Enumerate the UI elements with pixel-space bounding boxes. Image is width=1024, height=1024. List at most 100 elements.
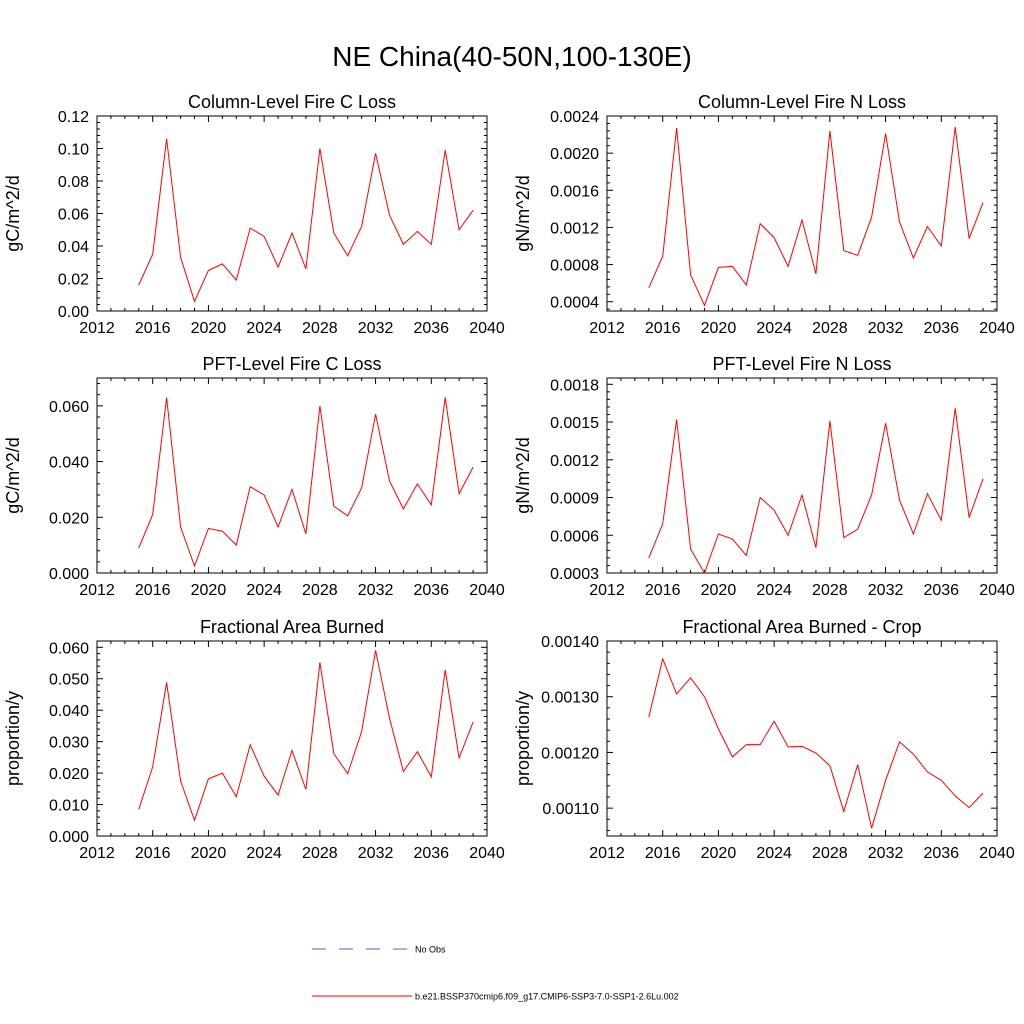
y-tick-label: 0.0012 [550,453,599,470]
x-tick-label: 2012 [589,845,625,862]
y-tick-label: 0.000 [49,829,89,846]
y-tick-label: 0.040 [49,703,89,720]
x-tick-label: 2028 [302,845,338,862]
chart-panel-5: Fractional Area Burned proportion/y 2012 20… [3,617,505,862]
x-tick-label: 2028 [302,582,338,599]
y-tick-label: 0.0009 [550,491,599,508]
y-tick-label: 0.020 [49,766,89,783]
plot-frame [96,115,488,312]
y-axis-label: proportion/y [513,691,533,786]
x-tick-label: 2036 [413,582,449,599]
y-tick-label: 0.030 [49,735,89,752]
chart-panel-3: PFT-Level Fire C Loss gC/m^2/d 2012 2016 202… [3,354,505,599]
y-tick-label: 0.00 [58,304,89,321]
y-tick-label: 0.00120 [541,745,599,762]
legend-label-no-obs: No Obs [415,945,446,955]
x-tick-label: 2024 [756,320,792,337]
x-tick-label: 2028 [812,582,848,599]
legend-label-model-run: b.e21.BSSP370cmip6.f09_g17.CMIP6-SSP3-7.… [415,992,679,1002]
y-tick-label: 0.00140 [541,634,599,651]
x-tick-label: 2020 [701,845,737,862]
x-tick-label: 2024 [756,845,792,862]
x-tick-label: 2032 [868,320,904,337]
x-tick-label: 2036 [923,845,959,862]
chart-panels: Column-Level Fire C Loss gC/m^2/d 2012 2016… [3,92,1015,862]
x-tick-label: 2024 [246,320,282,337]
y-tick-label: 0.0018 [550,377,599,394]
series-line [138,138,474,303]
x-tick-label: 2016 [135,582,171,599]
x-tick-label: 2040 [979,845,1015,862]
y-tick-label: 0.0020 [550,146,599,163]
y-tick-label: 0.12 [58,109,89,126]
panel-title: PFT-Level Fire N Loss [712,354,891,374]
y-axis-label: gN/m^2/d [513,175,533,251]
y-tick-label: 0.0004 [550,295,599,312]
x-tick-label: 2020 [191,845,227,862]
y-tick-label: 0.0015 [550,415,599,432]
panel-title: Column-Level Fire N Loss [698,92,906,112]
chart-panel-1: Column-Level Fire C Loss gC/m^2/d 2012 2016… [3,92,505,337]
series-line [648,127,984,307]
y-tick-label: 0.020 [49,510,89,527]
y-tick-label: 0.0003 [550,566,599,583]
x-tick-label: 2012 [589,582,625,599]
x-tick-label: 2012 [79,582,115,599]
series-line [648,657,984,829]
y-tick-label: 0.050 [49,672,89,689]
y-tick-label: 0.0024 [550,109,599,126]
series-line [138,397,474,568]
legend-entry-model-run: b.e21.BSSP370cmip6.f09_g17.CMIP6-SSP3-7.… [312,992,679,1002]
x-tick-label: 2020 [191,320,227,337]
chart-panel-2: Column-Level Fire N Loss gN/m^2/d 2012 2016… [513,92,1015,337]
y-tick-label: 0.10 [58,142,89,159]
x-tick-label: 2020 [701,320,737,337]
legend: No Obs b.e21.BSSP370cmip6.f09_g17.CMIP6-… [312,945,679,1002]
series-line [648,408,984,575]
x-tick-label: 2016 [135,845,171,862]
y-tick-label: 0.060 [49,399,89,416]
x-tick-label: 2016 [645,320,681,337]
chart-panel-4: PFT-Level Fire N Loss gN/m^2/d 2012 2016 202… [513,354,1015,599]
y-axis-label: proportion/y [3,691,23,786]
y-tick-label: 0.0006 [550,528,599,545]
plot-frame [606,377,998,574]
x-tick-label: 2040 [469,320,505,337]
y-tick-label: 0.040 [49,455,89,472]
x-tick-label: 2032 [868,845,904,862]
y-tick-label: 0.0016 [550,183,599,200]
x-tick-label: 2036 [413,320,449,337]
y-tick-label: 0.00110 [542,801,599,818]
x-tick-label: 2032 [358,845,394,862]
x-tick-label: 2028 [302,320,338,337]
x-tick-label: 2040 [469,845,505,862]
plot-frame [606,115,998,312]
x-tick-label: 2020 [191,582,227,599]
y-axis-label: gN/m^2/d [513,437,533,513]
x-tick-label: 2032 [868,582,904,599]
series-line [138,650,474,822]
x-tick-label: 2036 [413,845,449,862]
x-tick-label: 2020 [701,582,737,599]
x-tick-label: 2012 [589,320,625,337]
plot-frame [606,640,998,837]
x-tick-label: 2016 [645,845,681,862]
y-tick-label: 0.06 [58,207,89,224]
y-tick-label: 0.00130 [541,690,599,707]
x-tick-label: 2016 [135,320,171,337]
y-tick-label: 0.0008 [550,258,599,275]
y-tick-label: 0.000 [49,566,89,583]
panel-title: Fractional Area Burned [200,617,384,637]
x-tick-label: 2028 [812,845,848,862]
y-tick-label: 0.08 [58,174,89,191]
x-tick-label: 2032 [358,582,394,599]
x-tick-label: 2016 [645,582,681,599]
legend-entry-no-obs: No Obs [312,945,446,955]
y-tick-label: 0.010 [49,798,89,815]
plot-frame [96,640,488,837]
panel-title: PFT-Level Fire C Loss [202,354,381,374]
y-tick-label: 0.0012 [550,220,599,237]
x-tick-label: 2028 [812,320,848,337]
panel-title: Fractional Area Burned - Crop [682,617,921,637]
plot-frame [96,377,488,574]
